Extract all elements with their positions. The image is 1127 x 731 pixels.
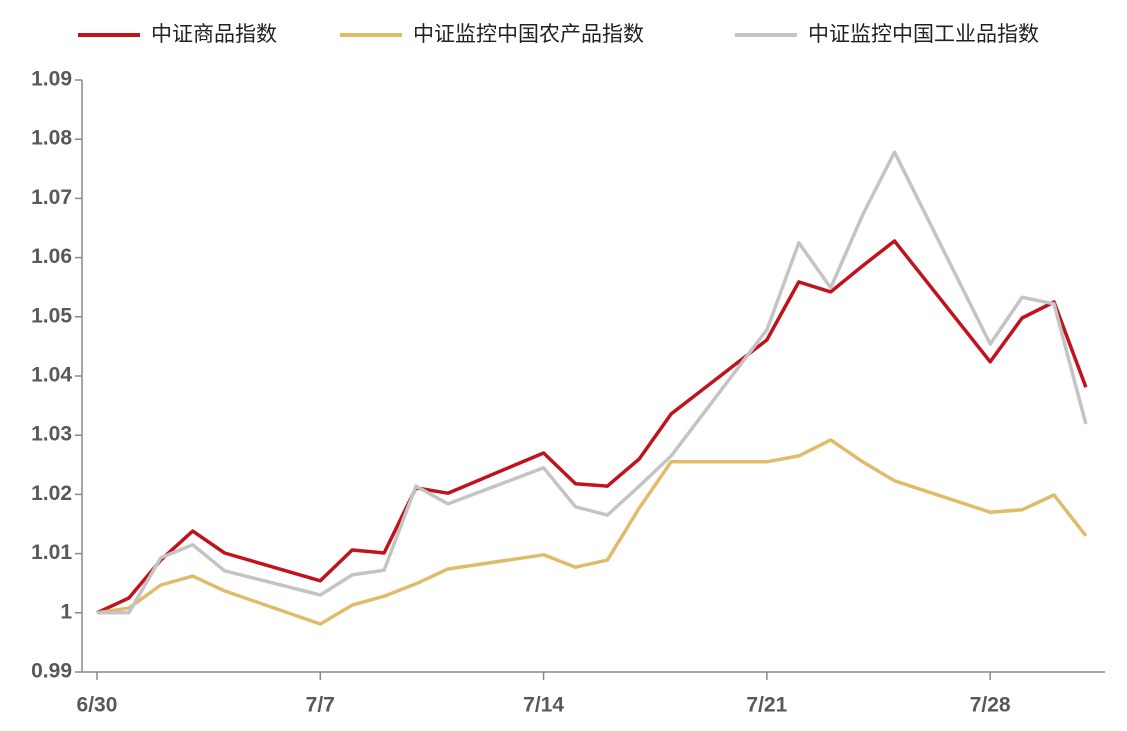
y-tick-label: 1.09 xyxy=(31,68,72,91)
x-tick-label: 7/21 xyxy=(746,694,787,717)
x-tick-label: 7/28 xyxy=(970,694,1011,717)
legend-label: 中证商品指数 xyxy=(151,22,277,46)
y-tick-label: 0.99 xyxy=(31,660,72,683)
y-tick-label: 1.02 xyxy=(31,482,72,505)
x-tick-label: 6/30 xyxy=(77,694,118,717)
series-line xyxy=(96,239,1088,615)
x-tick-label: 7/14 xyxy=(523,694,564,717)
y-tick-label: 1.07 xyxy=(31,186,72,209)
y-tick-label: 1.04 xyxy=(31,364,72,387)
y-tick-label: 1.06 xyxy=(31,245,72,268)
x-tick-label: 7/7 xyxy=(306,694,335,717)
legend-label: 中证监控中国农产品指数 xyxy=(413,22,644,46)
y-tick-label: 1 xyxy=(60,600,72,623)
y-tick-label: 1.01 xyxy=(31,541,72,564)
series-line xyxy=(96,438,1088,626)
y-tick-label: 1.08 xyxy=(31,127,72,150)
y-tick-label: 1.05 xyxy=(31,304,72,327)
y-tick-label: 1.03 xyxy=(31,423,72,446)
series-line xyxy=(97,150,1088,615)
legend-label: 中证监控中国工业品指数 xyxy=(808,22,1039,46)
